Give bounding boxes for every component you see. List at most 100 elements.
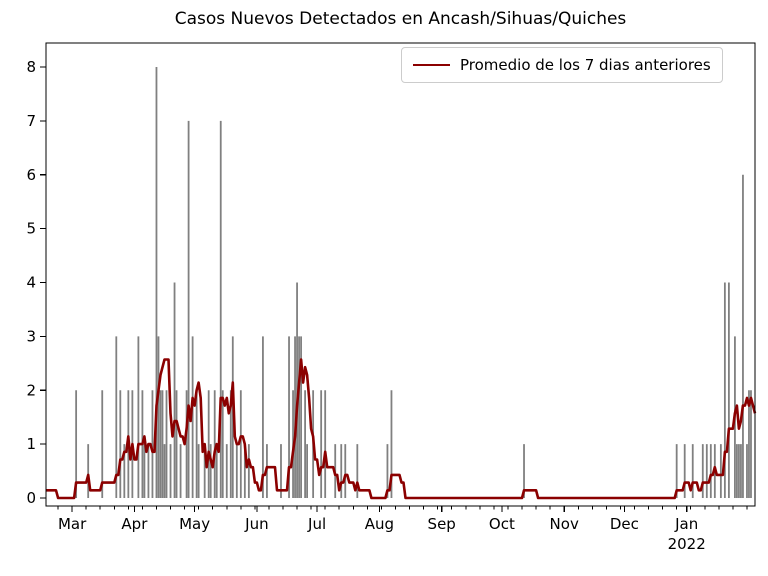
y-tick-label: 1 bbox=[26, 435, 36, 453]
chart-title: Casos Nuevos Detectados en Ancash/Sihuas… bbox=[174, 9, 627, 29]
daily-cases-bar bbox=[151, 390, 154, 498]
daily-cases-bar bbox=[187, 120, 190, 499]
daily-cases-bar bbox=[523, 444, 525, 499]
daily-cases-bar bbox=[675, 444, 678, 499]
daily-cases-bar bbox=[723, 282, 726, 498]
daily-cases-bar bbox=[239, 390, 242, 498]
daily-cases-bar bbox=[742, 174, 744, 498]
daily-cases-bar bbox=[229, 390, 232, 498]
daily-cases-bar bbox=[115, 336, 118, 499]
x-tick-label: Sep bbox=[428, 515, 456, 533]
daily-cases-bar bbox=[691, 444, 694, 499]
daily-cases-bar bbox=[219, 120, 222, 499]
daily-cases-bar bbox=[748, 390, 750, 498]
daily-cases-bar bbox=[740, 444, 742, 499]
x-tick-label: Oct bbox=[489, 515, 515, 533]
daily-cases-bar bbox=[296, 282, 298, 498]
x-tick-label: Nov bbox=[550, 515, 579, 533]
daily-cases-bar bbox=[390, 390, 393, 498]
daily-cases-bar bbox=[195, 390, 198, 498]
daily-cases-bar bbox=[123, 444, 126, 499]
y-tick-label: 2 bbox=[26, 381, 36, 399]
x-tick-label: Mar bbox=[58, 515, 87, 533]
daily-cases-bar bbox=[709, 444, 712, 499]
daily-cases-bar bbox=[197, 444, 200, 499]
daily-cases-bar bbox=[736, 444, 738, 499]
x-axis: Mar Apr May Jun Jul Aug Sep Oct Nov Dec Jan 2022 bbox=[57, 506, 748, 553]
y-tick-label: 6 bbox=[26, 166, 36, 184]
daily-cases-bar bbox=[262, 336, 264, 499]
daily-cases-bar bbox=[119, 390, 122, 498]
daily-cases-bar bbox=[300, 336, 302, 499]
legend-label: Promedio de los 7 dias anteriores bbox=[460, 56, 711, 74]
daily-cases-bar bbox=[683, 444, 686, 499]
daily-cases-bar bbox=[175, 390, 178, 498]
daily-cases-bar bbox=[738, 444, 740, 499]
daily-cases-bar bbox=[386, 444, 389, 499]
daily-cases-bar bbox=[243, 444, 246, 499]
daily-cases-bar bbox=[306, 444, 308, 499]
daily-cases-bar bbox=[161, 390, 164, 498]
daily-cases-bar bbox=[304, 390, 306, 498]
daily-cases-bar bbox=[75, 390, 78, 498]
daily-cases-bar bbox=[705, 444, 708, 499]
daily-cases-bar bbox=[87, 444, 90, 499]
daily-cases-bar bbox=[727, 282, 730, 498]
y-tick-label: 4 bbox=[26, 274, 36, 292]
daily-cases-bar bbox=[159, 390, 162, 498]
daily-cases-bar bbox=[191, 336, 194, 499]
daily-cases-bar bbox=[147, 444, 150, 499]
bars-layer bbox=[75, 67, 752, 499]
daily-cases-bar bbox=[225, 444, 228, 499]
legend: Promedio de los 7 dias anteriores bbox=[401, 47, 723, 83]
daily-cases-bar bbox=[298, 336, 300, 499]
daily-cases-bar bbox=[235, 444, 238, 499]
daily-cases-bar bbox=[207, 390, 210, 498]
y-tick-label: 8 bbox=[26, 58, 36, 76]
daily-cases-bar bbox=[719, 444, 722, 499]
y-axis: 0 1 2 3 4 5 6 7 8 bbox=[26, 58, 46, 507]
daily-cases-bar bbox=[340, 444, 343, 499]
y-tick-label: 3 bbox=[26, 327, 36, 345]
daily-cases-bar bbox=[344, 444, 347, 499]
daily-cases-bar bbox=[320, 390, 323, 498]
daily-cases-bar bbox=[701, 444, 704, 499]
daily-cases-bar bbox=[215, 444, 218, 499]
daily-cases-bar bbox=[209, 444, 212, 499]
daily-cases-bar bbox=[356, 444, 359, 499]
daily-cases-bar bbox=[137, 336, 140, 499]
daily-cases-bar bbox=[213, 390, 216, 498]
daily-cases-bar bbox=[101, 390, 104, 498]
daily-cases-bar bbox=[750, 390, 752, 498]
x-tick-label: Jan bbox=[674, 515, 698, 533]
y-tick-label: 5 bbox=[26, 220, 36, 238]
daily-cases-bar bbox=[288, 336, 290, 499]
x-year-label: 2022 bbox=[668, 535, 706, 553]
daily-cases-bar bbox=[203, 444, 206, 499]
x-tick-label: Aug bbox=[365, 515, 394, 533]
daily-cases-bar bbox=[143, 444, 146, 499]
x-tick-label: Jul bbox=[307, 515, 326, 533]
daily-cases-bar bbox=[221, 390, 224, 498]
x-tick-label: Jun bbox=[244, 515, 268, 533]
daily-cases-bar bbox=[280, 444, 282, 499]
daily-cases-bar bbox=[163, 444, 166, 499]
x-tick-label: Apr bbox=[121, 515, 148, 533]
daily-cases-bar bbox=[165, 390, 168, 498]
daily-cases-bar bbox=[179, 444, 182, 499]
daily-cases-bar bbox=[746, 444, 748, 499]
daily-cases-bar bbox=[185, 390, 188, 498]
daily-cases-bar bbox=[169, 444, 172, 499]
daily-cases-bar bbox=[155, 67, 158, 498]
legend-line-swatch bbox=[413, 64, 450, 66]
x-tick-label: Dec bbox=[610, 515, 639, 533]
plot-border bbox=[45, 42, 756, 507]
x-tick-label: May bbox=[179, 515, 210, 533]
avg-7day-line bbox=[46, 358, 757, 500]
daily-cases-bar bbox=[157, 336, 160, 499]
daily-cases-bar bbox=[173, 282, 176, 498]
daily-cases-bar bbox=[324, 390, 327, 498]
daily-cases-bar bbox=[247, 444, 250, 499]
y-tick-label: 7 bbox=[26, 112, 36, 130]
